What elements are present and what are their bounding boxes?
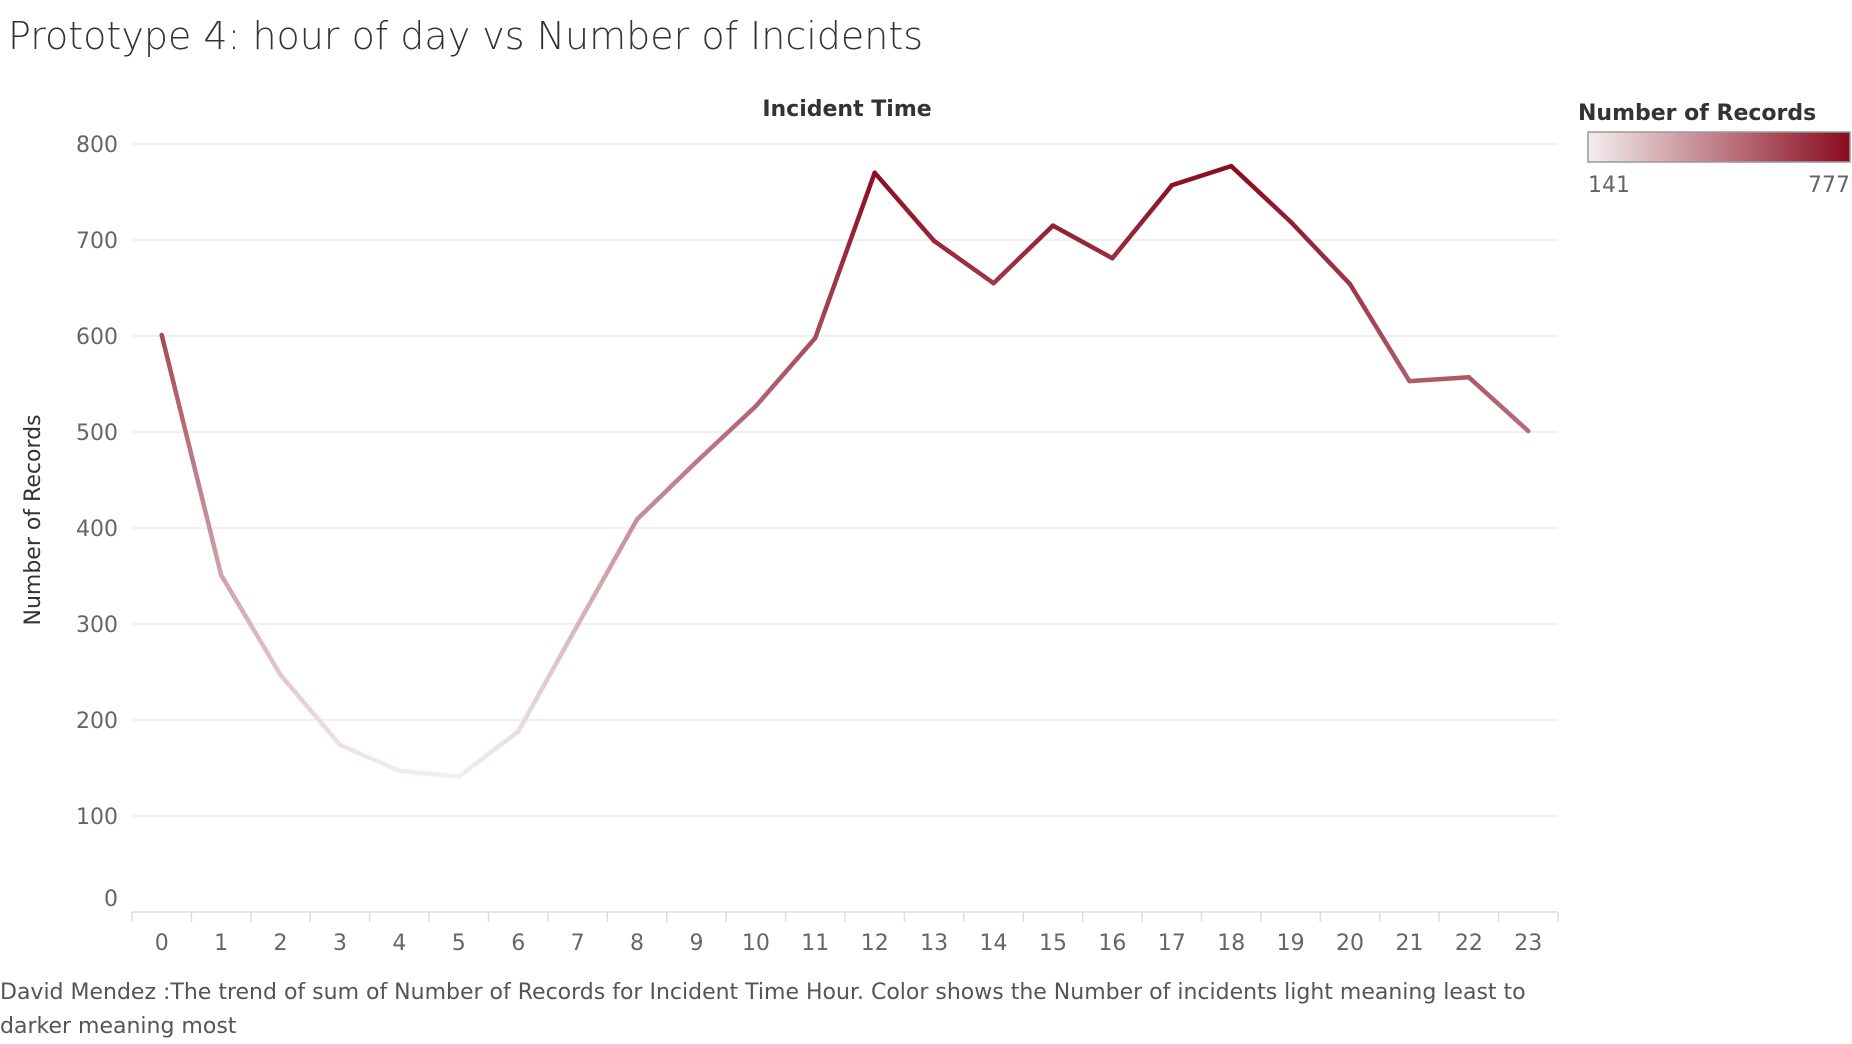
data-point[interactable] [931,238,937,244]
line-segment [575,517,640,628]
data-point[interactable] [575,622,580,628]
gridlines [132,143,1558,817]
x-tick-label: 3 [333,931,347,956]
x-tick-label: 21 [1395,931,1423,956]
line-segment [397,768,462,779]
x-tick-label: 2 [274,931,288,956]
x-tick-label: 19 [1277,931,1305,956]
color-legend: Number of Records 141 777 [1578,101,1851,198]
x-tick-label: 9 [689,931,703,956]
line-segment [1228,163,1293,225]
line-segment [337,742,402,774]
line-segment [1466,375,1531,434]
x-tick-label: 12 [861,931,889,956]
x-tick-label: 15 [1039,931,1067,956]
y-axis-ticks: 0 100 200 300 400 500 600 700 800 [76,133,118,912]
data-point[interactable] [813,335,818,341]
legend-max-label: 777 [1808,173,1850,198]
series-line [159,163,1531,779]
x-axis-title: Incident Time [762,97,931,122]
data-point[interactable] [753,403,759,409]
y-tick-label: 100 [76,805,118,830]
line-segment [1169,163,1234,188]
y-tick-label: 0 [104,887,118,912]
data-point[interactable] [1526,428,1531,434]
y-tick-label: 600 [76,325,118,350]
data-point[interactable] [159,332,164,338]
y-tick-label: 400 [76,517,118,542]
data-point[interactable] [991,281,996,286]
data-point[interactable] [1050,223,1056,228]
data-point[interactable] [634,517,640,522]
data-point[interactable] [694,459,699,464]
line-segment [1288,219,1353,287]
x-tick-label: 18 [1217,931,1245,956]
x-tick-label: 4 [392,931,406,956]
x-tick-label: 6 [511,931,525,956]
x-tick-label: 11 [801,931,829,956]
x-tick-label: 14 [980,931,1008,956]
legend-min-label: 141 [1588,173,1630,198]
x-tick-label: 7 [571,931,585,956]
line-segment [634,459,699,522]
legend-title: Number of Records [1578,101,1816,126]
x-tick-label: 0 [155,931,169,956]
line-segment [1050,223,1115,261]
data-point[interactable] [1466,375,1472,380]
x-tick-label: 23 [1514,931,1542,956]
line-segment [694,403,759,465]
data-point[interactable] [1347,281,1353,287]
data-point[interactable] [278,672,283,678]
data-point[interactable] [516,729,521,734]
legend-gradient-bar [1587,131,1851,163]
x-tick-label: 13 [920,931,948,956]
data-point[interactable] [1110,256,1115,261]
line-segment [991,223,1056,286]
x-tick-label: 1 [214,931,228,956]
line-segment [1347,281,1412,384]
data-point[interactable] [337,742,343,748]
y-tick-label: 800 [76,133,118,158]
x-tick-label: 22 [1455,931,1483,956]
y-axis-title: Number of Records [21,414,46,625]
y-tick-label: 300 [76,613,118,638]
x-tick-label: 8 [630,931,644,956]
line-segment [753,335,818,409]
x-tick-label: 5 [452,931,466,956]
data-point[interactable] [1169,183,1174,188]
y-tick-label: 700 [76,229,118,254]
line-segment [931,238,996,286]
line-segment [278,672,343,748]
x-tick-label: 17 [1158,931,1186,956]
data-point[interactable] [1407,378,1412,384]
x-axis-ticks: 0 1 2 3 4 5 6 7 8 9 10 11 12 13 14 15 16 17 18 19 20 21 22 23 [131,911,1559,956]
data-point[interactable] [1288,219,1293,224]
data-point[interactable] [1229,163,1234,169]
data-point[interactable] [397,768,402,774]
line-segment [813,170,877,341]
line-segment [218,572,283,678]
line-segment [872,170,937,244]
data-point[interactable] [456,774,461,779]
line-segment [159,332,224,578]
line-segment [456,729,521,779]
chart-caption: David Mendez :The trend of sum of Number… [0,980,1526,1039]
x-tick-label: 16 [1098,931,1126,956]
chart-title: Prototype 4: hour of day vs Number of In… [8,14,924,58]
data-point[interactable] [872,170,877,175]
line-segment [515,622,580,734]
y-tick-label: 200 [76,709,118,734]
data-point[interactable] [218,572,224,578]
x-tick-label: 10 [742,931,770,956]
x-tick-label: 20 [1336,931,1364,956]
line-segment [1407,375,1472,384]
line-segment [1110,183,1175,261]
y-tick-label: 500 [76,421,118,446]
